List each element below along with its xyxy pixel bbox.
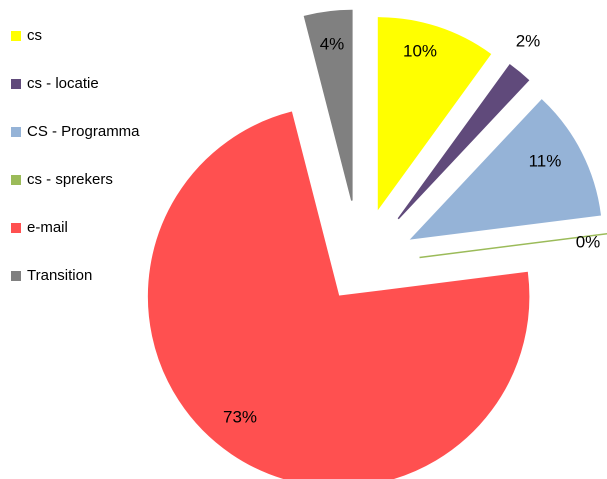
legend-swatch	[11, 79, 21, 89]
legend-swatch	[11, 271, 21, 281]
pie-slice	[303, 9, 353, 201]
pie-slice	[397, 64, 530, 220]
legend-swatch	[11, 127, 21, 137]
legend-label: Transition	[27, 267, 92, 284]
pie-slice	[377, 17, 492, 211]
data-label: 73%	[223, 407, 257, 426]
data-label: 0%	[576, 232, 601, 251]
legend-label: cs - locatie	[27, 75, 99, 92]
data-label: 4%	[320, 34, 345, 53]
legend-label: cs - sprekers	[27, 171, 113, 188]
data-label: 11%	[529, 151, 562, 170]
legend-label: e-mail	[27, 219, 68, 236]
pie-slice	[147, 111, 530, 479]
data-label: 10%	[403, 41, 437, 60]
legend-swatch	[11, 31, 21, 41]
legend-label: CS - Programma	[27, 123, 140, 140]
legend-swatch	[11, 175, 21, 185]
legend-swatch	[11, 223, 21, 233]
data-label: 2%	[516, 31, 541, 50]
pie-slice	[419, 233, 607, 259]
legend-label: cs	[27, 27, 42, 44]
pie-slice	[409, 99, 602, 240]
